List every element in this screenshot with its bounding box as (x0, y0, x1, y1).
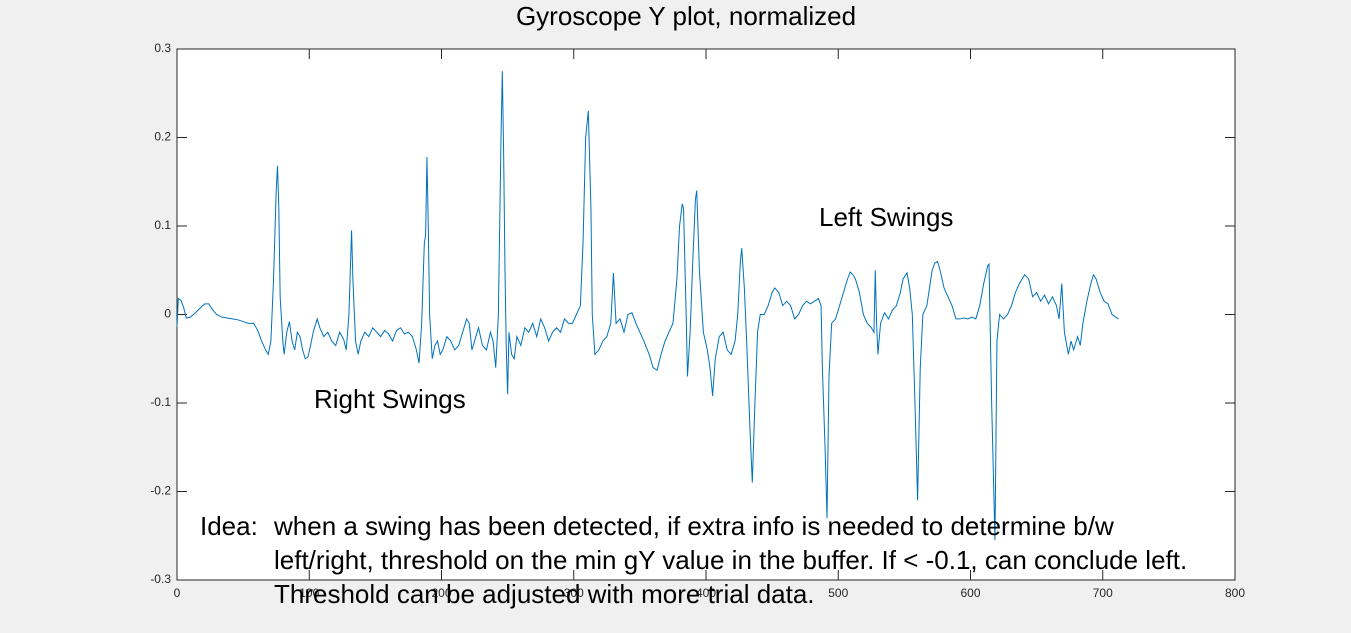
note-line: left/right, threshold on the min gY valu… (274, 545, 1187, 575)
note-label: Idea: (200, 511, 258, 541)
y-tick-label: 0.3 (154, 41, 171, 55)
x-tick-label: 500 (828, 586, 848, 600)
data-line (176, 71, 1119, 541)
axes-box (176, 48, 1236, 581)
y-tick-label: 0.2 (154, 130, 171, 144)
x-tick-label: 400 (696, 586, 716, 600)
x-tick-label: 600 (960, 586, 980, 600)
y-tick-label: -0.2 (150, 484, 171, 498)
y-tick-label: -0.1 (150, 395, 171, 409)
x-tick-label: 300 (564, 586, 584, 600)
y-tick-label: -0.3 (150, 572, 171, 586)
plot-area (177, 49, 1235, 580)
y-tick-label: 0.1 (154, 218, 171, 232)
annotation: Right Swings (314, 384, 466, 414)
x-tick-label: 800 (1225, 586, 1245, 600)
x-tick-label: 100 (299, 586, 319, 600)
y-tick-label: 0 (164, 307, 171, 321)
x-tick-label: 200 (431, 586, 451, 600)
annotation: Left Swings (819, 202, 953, 232)
x-tick-label: 0 (174, 586, 181, 600)
note-line: when a swing has been detected, if extra… (273, 511, 1114, 541)
chart-title: Gyroscope Y plot, normalized (516, 1, 856, 31)
x-tick-label: 700 (1093, 586, 1113, 600)
note-line: Threshold can be adjusted with more tria… (274, 579, 815, 609)
